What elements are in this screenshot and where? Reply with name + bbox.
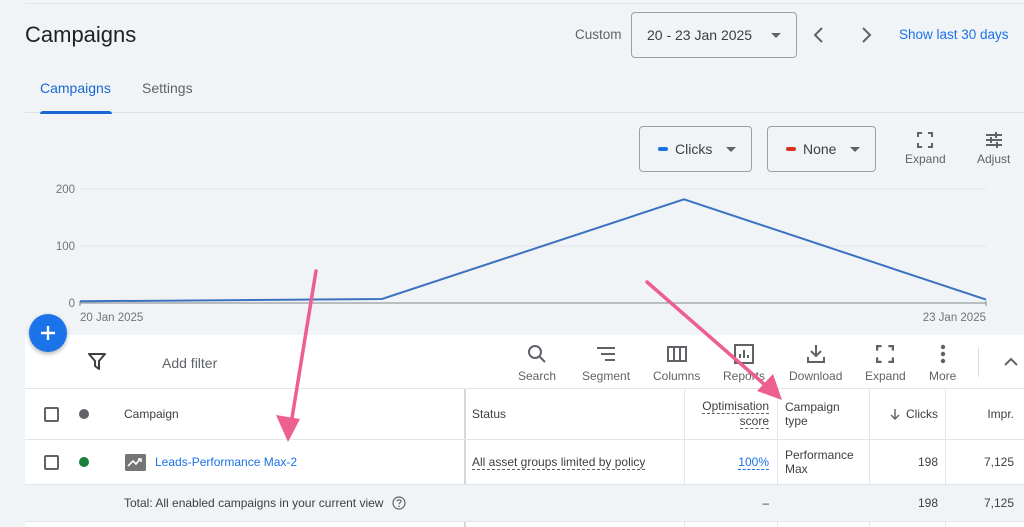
- search-label: Search: [518, 369, 557, 383]
- more-button[interactable]: More: [929, 344, 956, 383]
- column-header-optimisation-score[interactable]: Optimisation score: [702, 399, 769, 429]
- table-header-row: Campaign Status Optimisation score Campa…: [25, 389, 1024, 440]
- adjust-icon: [985, 132, 1002, 148]
- column-divider: [464, 389, 466, 527]
- clicks-value: 198: [917, 455, 938, 469]
- column-divider: [945, 389, 946, 527]
- clicks-line-chart: 200 100 0 20 Jan 2025 23 Jan 2025: [56, 184, 987, 324]
- column-divider: [869, 389, 870, 527]
- show-last-30-days-link[interactable]: Show last 30 days: [899, 27, 1009, 42]
- column-header-impr[interactable]: Impr.: [987, 407, 1014, 421]
- campaign-type: Performance Max: [785, 448, 854, 476]
- metric-2-swatch: [786, 147, 796, 151]
- tab-settings[interactable]: Settings: [142, 80, 193, 96]
- metric-1-label: Clicks: [675, 141, 713, 157]
- download-button[interactable]: Download: [789, 344, 842, 383]
- toolbar-divider: [978, 347, 979, 377]
- status-filter-dot[interactable]: [79, 409, 89, 419]
- select-all-checkbox[interactable]: [44, 406, 59, 422]
- dropdown-caret-icon: [771, 33, 781, 38]
- svg-text:100: 100: [56, 241, 75, 253]
- column-header-campaign-type[interactable]: Campaign type: [785, 400, 840, 428]
- columns-label: Columns: [653, 369, 701, 383]
- chart-expand-button[interactable]: Expand: [905, 132, 946, 166]
- column-header-campaign[interactable]: Campaign: [124, 407, 179, 421]
- expand-table-button[interactable]: Expand: [865, 344, 906, 383]
- column-header-clicks[interactable]: Clicks: [870, 389, 938, 439]
- campaign-name-link[interactable]: Leads-Performance Max-2: [155, 455, 298, 469]
- column-divider: [684, 389, 685, 527]
- performance-max-campaign-icon: [125, 453, 146, 471]
- previous-period-icon[interactable]: [808, 24, 830, 46]
- column-header-status[interactable]: Status: [472, 407, 507, 421]
- impressions-value: 7,125: [983, 455, 1014, 469]
- total-clicks: 198: [917, 496, 938, 510]
- dropdown-caret-icon: [726, 147, 736, 152]
- collapse-chevron-up-icon[interactable]: [1003, 355, 1019, 367]
- svg-text:200: 200: [56, 184, 75, 196]
- tab-campaigns[interactable]: Campaigns: [40, 80, 112, 114]
- expand-icon: [876, 345, 895, 363]
- total-impressions: 7,125: [983, 496, 1014, 510]
- date-range-picker[interactable]: 20 - 23 Jan 2025: [631, 12, 797, 58]
- download-label: Download: [789, 369, 843, 383]
- date-range-value: 20 - 23 Jan 2025: [647, 27, 753, 43]
- more-vert-icon: [940, 344, 945, 364]
- search-icon: [528, 345, 546, 363]
- columns-button[interactable]: Columns: [653, 344, 700, 383]
- segment-label: Segment: [582, 369, 631, 383]
- status-enabled-dot[interactable]: [79, 457, 89, 467]
- table-row: Leads-Performance Max-2 All asset groups…: [25, 440, 1024, 485]
- svg-text:0: 0: [69, 298, 75, 310]
- segment-button[interactable]: Segment: [582, 344, 630, 383]
- table-total-row: Total: All enabled campaigns in your cur…: [25, 485, 1024, 522]
- optimisation-score-link[interactable]: 100%: [738, 454, 769, 470]
- date-range-label: Custom: [575, 27, 622, 42]
- columns-icon: [666, 346, 687, 362]
- sort-descending-arrow-icon: [890, 409, 900, 420]
- metric-1-swatch: [658, 147, 668, 151]
- chart-expand-label: Expand: [905, 152, 946, 166]
- download-icon: [806, 345, 825, 363]
- plus-icon: [41, 326, 55, 340]
- metric-1-selector[interactable]: Clicks: [639, 126, 752, 172]
- filter-icon[interactable]: [88, 353, 106, 370]
- table-toolbar: Add filter Search Segment Columns Report…: [25, 335, 1024, 389]
- more-label: More: [929, 369, 957, 383]
- row-checkbox[interactable]: [44, 454, 59, 470]
- expand-icon: [917, 132, 934, 148]
- total-optimisation-score: –: [762, 496, 769, 510]
- svg-text:23 Jan 2025: 23 Jan 2025: [923, 312, 986, 324]
- segment-icon: [597, 347, 616, 361]
- next-period-icon[interactable]: [855, 24, 877, 46]
- column-divider: [777, 389, 778, 527]
- chart-adjust-label: Adjust: [977, 152, 1011, 166]
- metric-2-selector[interactable]: None: [767, 126, 876, 172]
- campaign-status[interactable]: All asset groups limited by policy: [472, 454, 646, 470]
- svg-text:20 Jan 2025: 20 Jan 2025: [80, 312, 143, 324]
- chart-adjust-button[interactable]: Adjust: [977, 132, 1010, 166]
- expand-label: Expand: [865, 369, 906, 383]
- metric-2-label: None: [803, 141, 837, 157]
- total-label: Total: All enabled campaigns in your cur…: [124, 496, 384, 510]
- reports-label: Reports: [723, 369, 766, 383]
- top-divider: [25, 3, 1024, 4]
- create-button[interactable]: [29, 314, 67, 352]
- dropdown-caret-icon: [850, 147, 860, 152]
- help-icon[interactable]: [392, 496, 407, 510]
- campaigns-table: Add filter Search Segment Columns Report…: [25, 335, 1024, 527]
- add-filter-button[interactable]: Add filter: [162, 355, 218, 371]
- search-button[interactable]: Search: [518, 344, 556, 383]
- tab-bar: Campaigns Settings: [25, 80, 1024, 114]
- reports-button[interactable]: Reports: [723, 344, 765, 383]
- page-title: Campaigns: [25, 22, 137, 47]
- reports-icon: [734, 344, 755, 364]
